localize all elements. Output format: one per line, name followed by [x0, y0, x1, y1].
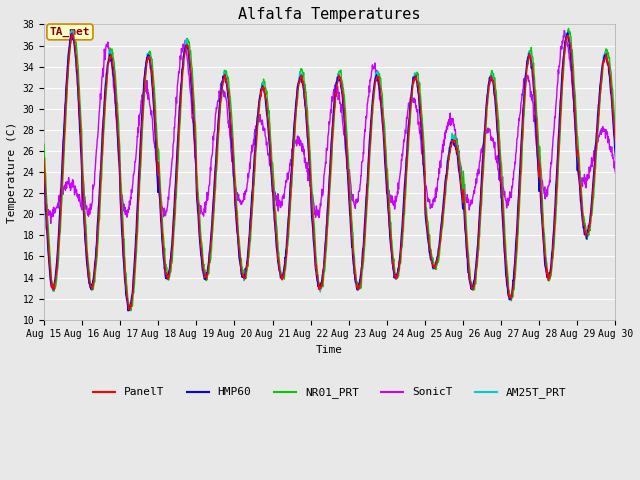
AM25T_PRT	[168, 245, 176, 251]
Text: TA_met: TA_met	[50, 27, 90, 37]
SonicT	[168, 166, 175, 171]
NR01_PRT	[419, 125, 427, 131]
NR01_PRT	[154, 144, 161, 149]
SonicT	[493, 153, 501, 158]
NR01_PRT	[168, 261, 175, 266]
PanelT	[545, 278, 552, 284]
NR01_PRT	[40, 141, 48, 147]
Y-axis label: Temperature (C): Temperature (C)	[7, 121, 17, 223]
HMP60	[40, 174, 48, 180]
Line: HMP60: HMP60	[44, 33, 616, 311]
AM25T_PRT	[612, 149, 620, 155]
NR01_PRT	[544, 270, 552, 276]
NR01_PRT	[564, 25, 572, 31]
SonicT	[232, 183, 239, 189]
HMP60	[232, 206, 239, 212]
HMP60	[612, 155, 620, 160]
NR01_PRT	[493, 106, 501, 111]
AM25T_PRT	[419, 151, 427, 156]
Legend: PanelT, HMP60, NR01_PRT, SonicT, AM25T_PRT: PanelT, HMP60, NR01_PRT, SonicT, AM25T_P…	[88, 383, 571, 403]
SonicT	[40, 201, 48, 207]
NR01_PRT	[127, 308, 135, 313]
HMP60	[564, 30, 572, 36]
AM25T_PRT	[126, 307, 134, 312]
AM25T_PRT	[69, 28, 77, 34]
SonicT	[419, 156, 427, 161]
AM25T_PRT	[494, 132, 502, 137]
AM25T_PRT	[154, 180, 162, 186]
AM25T_PRT	[40, 163, 48, 169]
Title: Alfalfa Temperatures: Alfalfa Temperatures	[239, 7, 421, 22]
HMP60	[493, 131, 501, 137]
Line: SonicT: SonicT	[44, 31, 616, 223]
SonicT	[612, 170, 620, 176]
PanelT	[494, 128, 502, 133]
PanelT	[154, 171, 162, 177]
PanelT	[125, 307, 132, 312]
AM25T_PRT	[545, 276, 552, 282]
PanelT	[68, 30, 76, 36]
Line: NR01_PRT: NR01_PRT	[44, 28, 616, 311]
SonicT	[544, 183, 552, 189]
X-axis label: Time: Time	[316, 345, 343, 355]
PanelT	[612, 141, 620, 147]
PanelT	[40, 156, 48, 162]
SonicT	[154, 174, 161, 180]
NR01_PRT	[232, 178, 239, 183]
PanelT	[232, 201, 239, 207]
HMP60	[419, 153, 427, 159]
SonicT	[561, 28, 568, 34]
HMP60	[544, 274, 552, 279]
Line: AM25T_PRT: AM25T_PRT	[44, 31, 616, 310]
NR01_PRT	[612, 129, 620, 135]
AM25T_PRT	[232, 203, 239, 209]
HMP60	[168, 245, 175, 251]
PanelT	[419, 146, 427, 152]
HMP60	[124, 308, 132, 314]
Line: PanelT: PanelT	[44, 33, 616, 310]
HMP60	[154, 180, 161, 186]
PanelT	[168, 249, 176, 255]
SonicT	[47, 220, 54, 226]
